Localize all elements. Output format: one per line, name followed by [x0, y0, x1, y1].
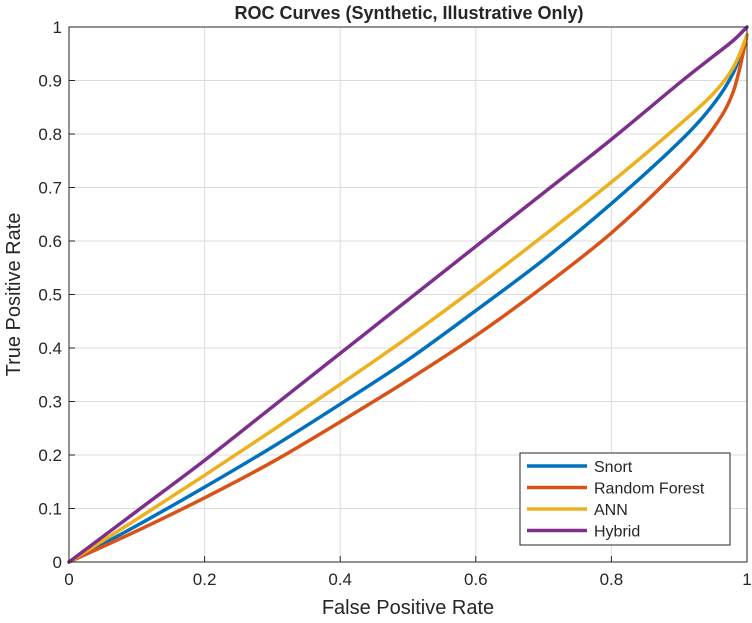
x-tick-label: 0 — [64, 570, 73, 589]
x-tick-label: 0.8 — [600, 570, 624, 589]
y-tick-label: 0.5 — [38, 286, 62, 305]
x-tick-label: 0.4 — [328, 570, 352, 589]
legend-label-random-forest: Random Forest — [594, 481, 705, 498]
x-axis-label: False Positive Rate — [322, 597, 494, 618]
y-tick-label: 0.9 — [38, 72, 62, 91]
x-tick-label: 1 — [742, 570, 751, 589]
x-tick-label: 0.6 — [464, 570, 488, 589]
legend-label-ann: ANN — [594, 502, 628, 519]
series-line-snort — [67, 33, 749, 564]
legend-label-snort: Snort — [594, 459, 633, 476]
chart-title: ROC Curves (Synthetic, Illustrative Only… — [234, 3, 583, 23]
series-line-ann — [67, 33, 749, 564]
legend-label-hybrid: Hybrid — [594, 524, 640, 541]
y-tick-label: 0.7 — [38, 179, 62, 198]
y-tick-label: 0.8 — [38, 125, 62, 144]
y-tick-label: 0.3 — [38, 393, 62, 412]
y-axis-label: True Positive Rate — [3, 213, 25, 377]
y-tick-labels: 0 0.1 0.2 0.3 0.4 0.5 0.6 0.7 0.8 0.9 1 — [38, 18, 75, 572]
x-tick-labels: 0 0.2 0.4 0.6 0.8 1 — [64, 556, 752, 589]
y-tick-label: 0.6 — [38, 232, 62, 251]
series-lines — [67, 25, 749, 564]
y-tick-label: 0.4 — [38, 339, 62, 358]
series-line-random-forest — [67, 33, 749, 564]
x-tick-label: 0.2 — [193, 570, 217, 589]
y-tick-label: 0 — [53, 553, 62, 572]
y-tick-label: 0.2 — [38, 446, 62, 465]
y-tick-label: 1 — [53, 18, 62, 37]
legend: Snort Random Forest ANN Hybrid — [519, 452, 731, 546]
series-line-hybrid — [67, 25, 749, 564]
y-tick-label: 0.1 — [38, 500, 62, 519]
